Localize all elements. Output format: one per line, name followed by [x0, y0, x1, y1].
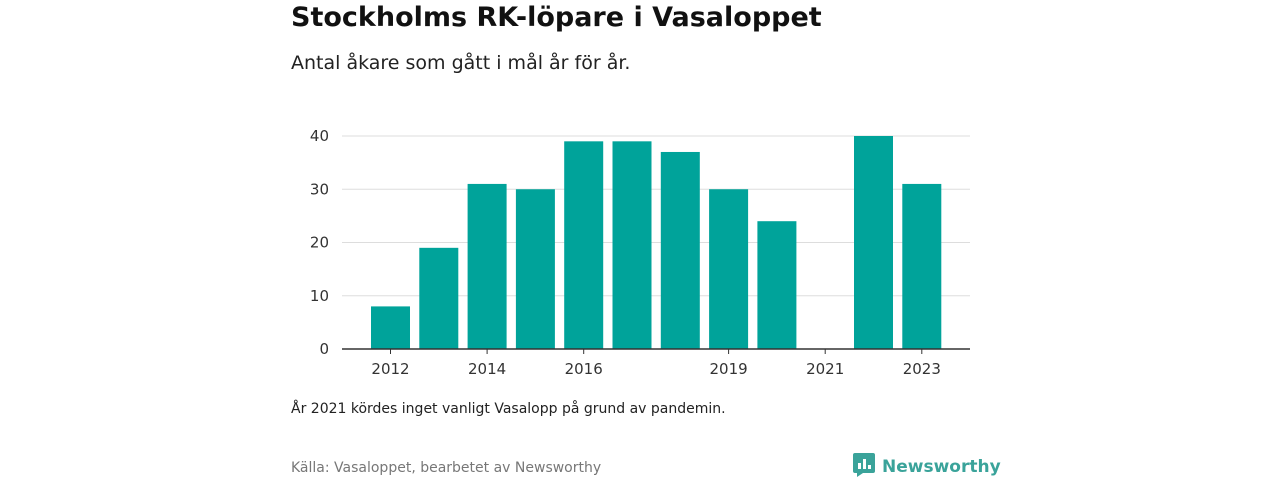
x-tick-label-2012: 2012 [371, 360, 409, 378]
x-tick-label-2021: 2021 [806, 360, 844, 378]
y-tick-label-10: 10 [310, 287, 329, 305]
x-tick-label-2016: 2016 [565, 360, 603, 378]
bar-2016 [564, 141, 604, 349]
bar-2018 [660, 151, 700, 349]
bar-2013 [419, 247, 459, 349]
bar-2017 [612, 141, 652, 349]
brand-name: Newsworthy [882, 457, 1001, 477]
x-tick-label-2014: 2014 [468, 360, 506, 378]
y-tick-label-40: 40 [310, 127, 329, 145]
footnote: År 2021 kördes inget vanligt Vasalopp på… [291, 401, 726, 417]
source-text: Källa: Vasaloppet, bearbetet av Newswort… [291, 460, 602, 476]
bar-2023 [902, 183, 942, 349]
y-tick-label-20: 20 [310, 234, 329, 252]
newsworthy-logo-icon [853, 453, 875, 481]
y-tick-label-30: 30 [310, 180, 329, 198]
bar-2014 [467, 183, 507, 349]
chart-subtitle: Antal åkare som gått i mål år för år. [291, 52, 631, 74]
bar-2015 [515, 189, 555, 349]
bar-2022 [854, 136, 893, 349]
x-tick-label-2019: 2019 [710, 360, 748, 378]
bar-2020 [757, 221, 797, 349]
y-tick-label-0: 0 [319, 340, 329, 358]
x-tick-label-2023: 2023 [903, 360, 941, 378]
bar-chart: 0 10 20 30 40 2012 2014 2016 2019 2021 2023 [310, 127, 970, 378]
chart-title: Stockholms RK-löpare i Vasaloppet [291, 2, 822, 33]
brand-logo: Newsworthy [853, 453, 1001, 481]
bar-2012 [371, 306, 410, 349]
bar-2019 [709, 189, 749, 349]
